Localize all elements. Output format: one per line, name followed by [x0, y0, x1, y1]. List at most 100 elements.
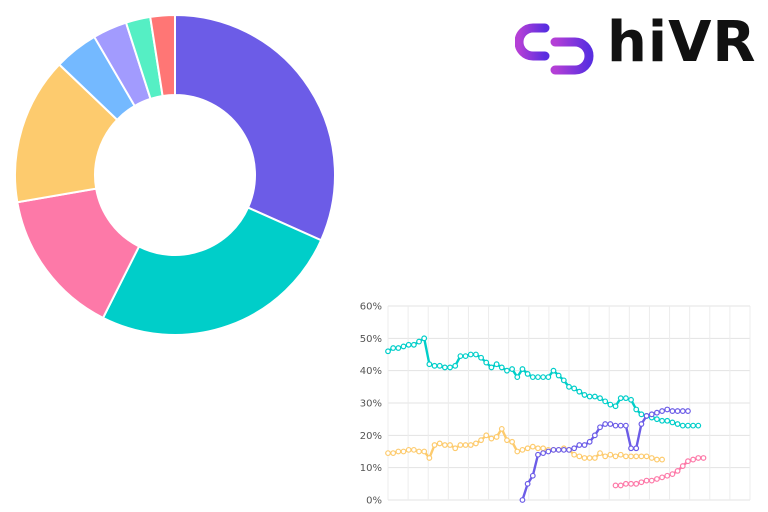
line-point: [467, 351, 474, 358]
line-point: [555, 446, 562, 453]
y-tick-label: 40%: [360, 366, 382, 377]
brand-logo: hiVR: [515, 12, 756, 80]
line-point: [591, 393, 598, 400]
line-point: [416, 448, 422, 455]
line-point: [421, 335, 428, 342]
line-point: [659, 417, 665, 424]
line-point: [462, 442, 469, 448]
line-point: [685, 458, 691, 465]
line-point: [659, 474, 665, 481]
line-point: [509, 438, 516, 445]
line-point: [467, 442, 474, 448]
line-point: [591, 455, 598, 461]
line-point: [395, 448, 402, 455]
line-point: [607, 451, 614, 458]
line-point: [457, 442, 464, 448]
line-point: [617, 422, 624, 429]
line-point: [571, 445, 578, 452]
line-point: [617, 482, 624, 489]
line-point: [385, 450, 391, 457]
donut-chart: [14, 13, 336, 336]
donut-slice: [101, 206, 323, 336]
line-point: [638, 421, 645, 427]
line-point: [586, 438, 593, 445]
line-point: [498, 364, 505, 371]
line-point: [447, 364, 453, 371]
line-point: [473, 440, 479, 447]
line-point: [571, 451, 578, 458]
line-point: [436, 440, 443, 447]
line-point: [638, 411, 645, 418]
line-point: [483, 359, 490, 366]
line-point: [648, 455, 655, 461]
line-point: [498, 425, 505, 432]
y-tick-label: 20%: [360, 431, 382, 442]
line-point: [560, 446, 567, 453]
line-point: [597, 395, 603, 402]
line-point: [622, 395, 629, 402]
line-chart: 0% 10% 20% 30% 40% 50% 60%: [360, 302, 751, 507]
line-point: [659, 456, 665, 463]
line-point: [607, 401, 614, 408]
line-point: [576, 442, 583, 448]
line-point: [545, 448, 552, 455]
line-point: [473, 351, 479, 358]
line-point: [519, 497, 526, 503]
line-point: [648, 411, 655, 418]
y-tick-label: 60%: [360, 302, 382, 313]
line-point: [581, 442, 588, 448]
line-point: [654, 456, 660, 463]
line-point: [633, 406, 640, 413]
line-point: [504, 437, 510, 444]
line-point: [622, 453, 629, 460]
line-point: [493, 361, 500, 368]
line-point: [509, 366, 516, 372]
line-point: [426, 361, 433, 368]
line-point: [617, 451, 624, 458]
line-point: [597, 450, 603, 457]
line-point: [654, 476, 660, 482]
line-point: [488, 435, 495, 442]
line-point: [628, 396, 634, 403]
line-point: [566, 383, 572, 390]
line-point: [405, 341, 412, 348]
line-point: [576, 453, 583, 460]
line-point: [540, 450, 547, 457]
line-point: [514, 448, 521, 455]
line-point: [628, 445, 634, 452]
line-point: [488, 364, 495, 371]
line-point: [643, 413, 650, 419]
line-point: [457, 353, 464, 360]
line-point: [385, 348, 391, 355]
line-point: [602, 398, 609, 405]
line-point: [664, 472, 671, 479]
line-point: [607, 421, 614, 427]
line-point: [638, 453, 645, 460]
line-point: [410, 446, 417, 453]
y-tick-label: 30%: [360, 399, 382, 410]
line-point: [452, 362, 459, 369]
line-point: [664, 417, 671, 424]
line-point: [602, 421, 609, 427]
y-tick-label: 50%: [360, 334, 382, 345]
line-point: [535, 445, 541, 452]
line-point: [540, 445, 547, 452]
line-point: [612, 453, 619, 460]
line-point: [535, 451, 541, 458]
line-point: [628, 453, 634, 460]
line-point: [581, 392, 588, 398]
line-point: [633, 453, 640, 460]
line-point: [452, 445, 459, 452]
line-point: [493, 434, 500, 440]
line-point: [571, 385, 578, 392]
line-point: [679, 408, 686, 414]
line-point: [674, 408, 681, 414]
line-point: [504, 367, 510, 374]
line-point: [659, 408, 665, 414]
line-point: [602, 453, 609, 460]
line-point: [643, 477, 650, 484]
line-point: [560, 377, 567, 384]
line-point: [643, 453, 650, 460]
line-point: [566, 446, 572, 453]
line-point: [622, 480, 629, 487]
